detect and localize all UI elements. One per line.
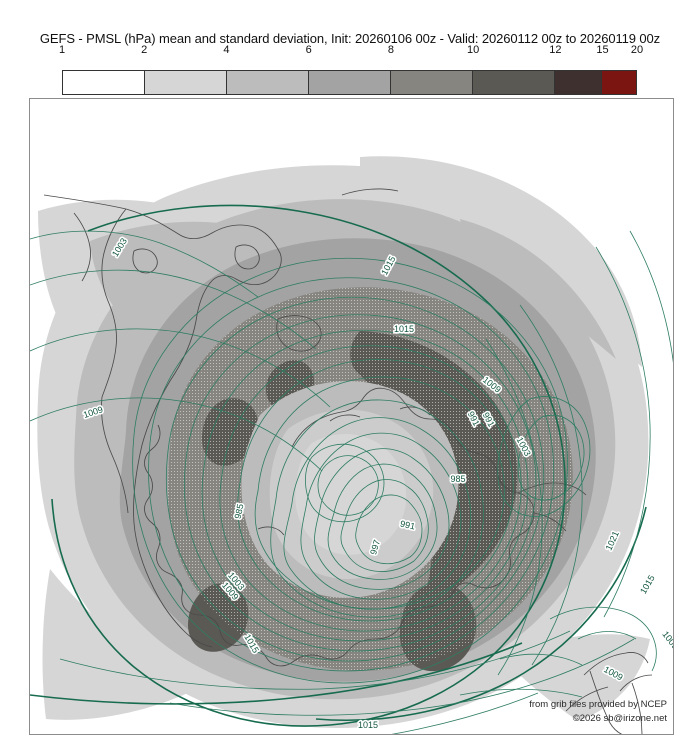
credit-copyright: ©2026 sb@irizone.net bbox=[572, 713, 667, 724]
credit-source: from grib files provided by NCEP bbox=[529, 699, 667, 710]
colorbar-segment-8-10 bbox=[390, 71, 473, 94]
isobars bbox=[30, 204, 673, 734]
svg-text:1015: 1015 bbox=[394, 324, 414, 334]
colorbar-segment-12-15 bbox=[554, 71, 602, 94]
svg-text:985: 985 bbox=[233, 503, 246, 520]
colorbar-segment-4-6 bbox=[226, 71, 309, 94]
colorbar: 1 2 4 6 8 10 12 15 20 bbox=[59, 44, 643, 95]
svg-text:985: 985 bbox=[450, 474, 465, 484]
colorbar-segment-15-20 bbox=[601, 71, 636, 94]
map-canvas: 1003 1015 1009 1015 1009 991 991 1003 98… bbox=[30, 99, 673, 734]
page-title: GEFS - PMSL (hPa) mean and standard devi… bbox=[39, 31, 661, 46]
colorbar-tick-2: 2 bbox=[141, 44, 148, 56]
colorbar-segment-10-12 bbox=[472, 71, 555, 94]
colorbar-tick-4: 4 bbox=[223, 44, 230, 56]
colorbar-tick-8: 8 bbox=[387, 44, 394, 56]
map-plot-area[interactable]: 1003 1015 1009 1015 1009 991 991 1003 98… bbox=[29, 98, 674, 735]
colorbar-gradient-bar bbox=[62, 70, 637, 95]
colorbar-tick-6: 6 bbox=[305, 44, 312, 56]
colorbar-tick-20: 20 bbox=[630, 44, 644, 56]
colorbar-tick-labels: 1 2 4 6 8 10 12 15 20 bbox=[58, 44, 643, 58]
colorbar-tick-15: 15 bbox=[596, 44, 609, 56]
colorbar-tick-10: 10 bbox=[467, 44, 480, 56]
svg-text:1015: 1015 bbox=[358, 720, 378, 730]
stddev-shading bbox=[37, 156, 650, 728]
colorbar-segment-1-2 bbox=[63, 71, 145, 94]
colorbar-tick-1: 1 bbox=[58, 44, 66, 56]
svg-text:991: 991 bbox=[399, 519, 416, 532]
colorbar-tick-12: 12 bbox=[549, 44, 562, 56]
colorbar-segment-2-4 bbox=[144, 71, 227, 94]
colorbar-segment-6-8 bbox=[308, 71, 391, 94]
